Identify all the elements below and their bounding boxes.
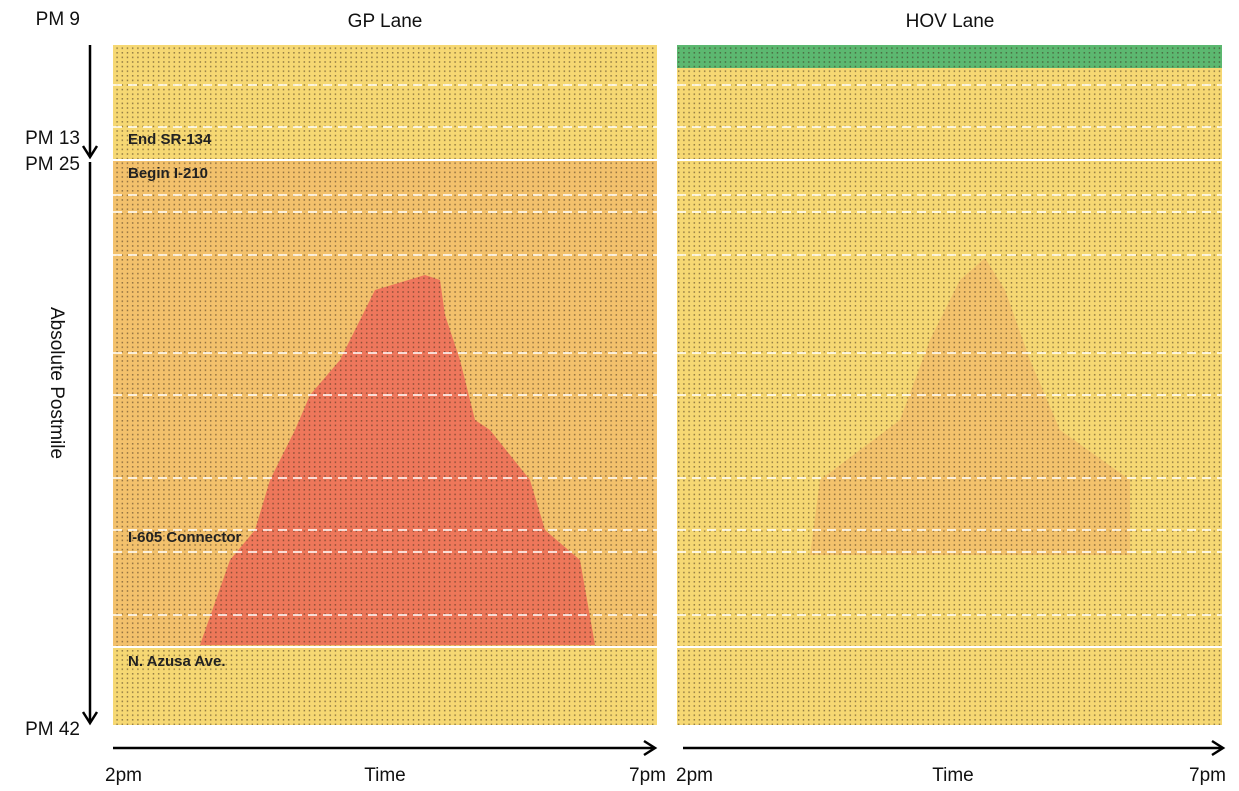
- x-end-label: 7pm: [629, 765, 666, 786]
- annotation: I-605 Connector: [128, 529, 242, 546]
- x-end-label: 7pm: [1189, 765, 1226, 786]
- y-tick-label: PM 25: [25, 154, 80, 175]
- annotation: End SR-134: [128, 131, 212, 148]
- annotation: N. Azusa Ave.: [128, 653, 226, 670]
- postmile-lines: [113, 84, 1222, 648]
- x-start-label: 2pm: [105, 765, 142, 786]
- y-tick-label: PM 9: [36, 9, 80, 30]
- x-axis-label: Time: [932, 765, 974, 786]
- y-tick-label: PM 42: [25, 719, 80, 740]
- hov-panel: [677, 45, 1222, 725]
- gp-panel: [113, 45, 657, 725]
- y-axis-label: Absolute Postmile: [46, 307, 67, 459]
- axis-arrows: [81, 45, 1226, 757]
- x-axis-label: Time: [364, 765, 406, 786]
- panel-title: GP Lane: [348, 11, 423, 32]
- y-tick-label: PM 13: [25, 128, 80, 149]
- x-start-label: 2pm: [676, 765, 713, 786]
- panel-title: HOV Lane: [906, 11, 995, 32]
- annotation: Begin I-210: [128, 165, 208, 182]
